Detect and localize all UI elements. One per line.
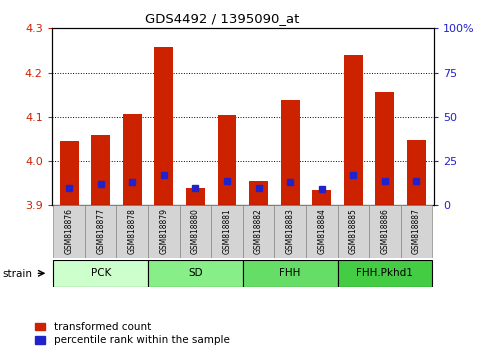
Bar: [85, 205, 116, 258]
Text: GSM818883: GSM818883: [285, 208, 295, 254]
Bar: [281, 101, 300, 205]
Bar: [217, 115, 237, 205]
Text: GSM818885: GSM818885: [349, 208, 358, 254]
Bar: [249, 181, 268, 205]
Bar: [53, 205, 85, 258]
Text: FHH: FHH: [280, 268, 301, 279]
Bar: [369, 205, 401, 258]
Bar: [116, 205, 148, 258]
Bar: [186, 188, 205, 205]
Text: GSM818887: GSM818887: [412, 208, 421, 254]
Text: GSM818876: GSM818876: [65, 208, 73, 254]
Text: strain: strain: [2, 269, 33, 279]
Bar: [60, 141, 78, 205]
Text: GSM818879: GSM818879: [159, 208, 169, 254]
Text: GSM818880: GSM818880: [191, 208, 200, 254]
Bar: [243, 205, 275, 258]
Bar: [306, 205, 338, 258]
Bar: [338, 260, 432, 287]
Bar: [148, 260, 243, 287]
Bar: [243, 260, 338, 287]
Text: GSM818886: GSM818886: [381, 208, 389, 254]
Bar: [407, 140, 426, 205]
Text: GSM818878: GSM818878: [128, 208, 137, 254]
Bar: [401, 205, 432, 258]
Bar: [344, 55, 363, 205]
Text: GDS4492 / 1395090_at: GDS4492 / 1395090_at: [144, 12, 299, 25]
Bar: [312, 190, 331, 205]
Bar: [179, 205, 211, 258]
Text: GSM818881: GSM818881: [222, 208, 232, 254]
Text: FHH.Pkhd1: FHH.Pkhd1: [356, 268, 413, 279]
Legend: transformed count, percentile rank within the sample: transformed count, percentile rank withi…: [35, 322, 229, 345]
Bar: [376, 92, 394, 205]
Text: GSM818884: GSM818884: [317, 208, 326, 254]
Text: SD: SD: [188, 268, 203, 279]
Text: GSM818882: GSM818882: [254, 208, 263, 254]
Bar: [338, 205, 369, 258]
Bar: [53, 260, 148, 287]
Bar: [275, 205, 306, 258]
Bar: [123, 114, 142, 205]
Text: GSM818877: GSM818877: [96, 208, 105, 254]
Bar: [154, 47, 174, 205]
Text: PCK: PCK: [91, 268, 111, 279]
Bar: [91, 135, 110, 205]
Bar: [211, 205, 243, 258]
Bar: [148, 205, 179, 258]
